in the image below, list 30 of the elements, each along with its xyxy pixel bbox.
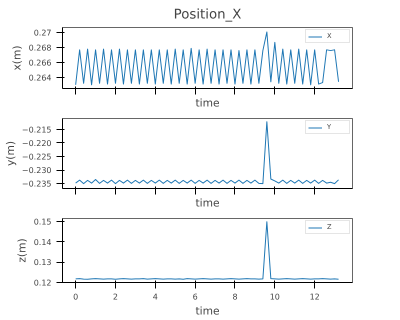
x-tick-label: 2 (112, 292, 118, 302)
x-tick-label: 4 (152, 292, 158, 302)
y-axis-title: z(m) (16, 238, 29, 263)
chart-title: Position_X (174, 8, 242, 22)
y-tick-label: −0.235 (22, 180, 52, 189)
y-axis-title: x(m) (10, 45, 24, 70)
y-tick-label: −0.230 (22, 166, 52, 176)
x-tick-label: 0 (73, 292, 78, 302)
x-axis-title: time (195, 96, 220, 110)
y-tick-label: 0.268 (28, 44, 52, 53)
line-series (75, 31, 340, 86)
y-tick-label: 0.266 (28, 58, 52, 68)
y-tick-label: −0.220 (22, 138, 52, 148)
line-series (75, 221, 340, 280)
x-tick-label: 6 (192, 292, 198, 302)
x-tick-label: 12 (310, 292, 320, 302)
x-axis-title: time (195, 304, 220, 318)
x-tick-label: 8 (232, 292, 238, 302)
line-series (75, 121, 340, 184)
y-tick-label: −0.225 (22, 152, 52, 162)
y-tick-label: 0.264 (28, 73, 52, 82)
x-tick-label: 10 (270, 292, 280, 302)
y-tick-label: −0.215 (22, 125, 52, 134)
y-tick-label: 0.14 (34, 238, 52, 247)
y-axis-title: y(m) (4, 140, 17, 166)
x-axis-title: time (195, 196, 220, 210)
y-tick-label: 0.15 (34, 218, 52, 227)
y-tick-label: 0.13 (34, 258, 52, 268)
y-tick-label: 0.12 (34, 278, 52, 288)
y-tick-label: 0.27 (34, 28, 52, 38)
